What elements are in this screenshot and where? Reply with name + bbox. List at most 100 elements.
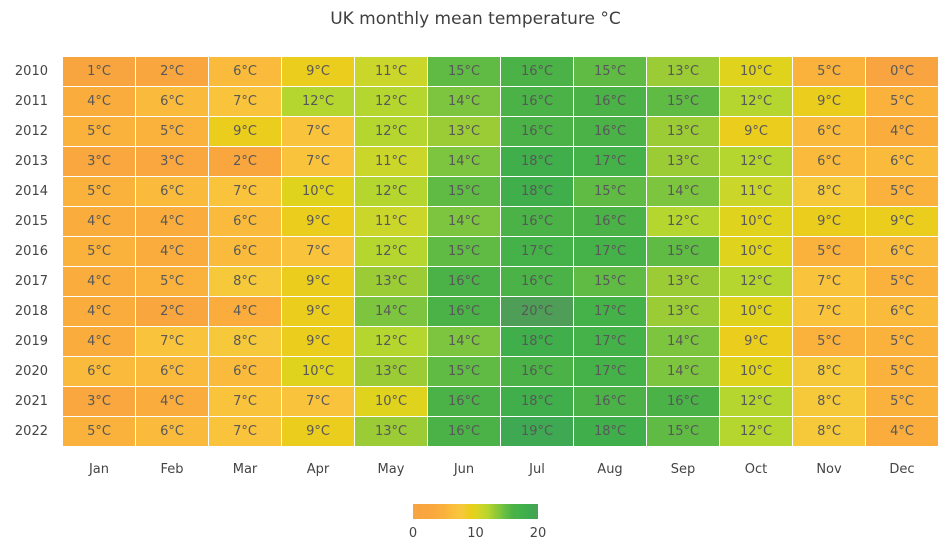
heatmap-cell[interactable]: 12°C [355, 177, 427, 206]
heatmap-cell[interactable]: 2°C [136, 297, 208, 326]
heatmap-cell[interactable]: 5°C [866, 267, 938, 296]
heatmap-cell[interactable]: 14°C [428, 147, 500, 176]
heatmap-cell[interactable]: 17°C [501, 237, 573, 266]
heatmap-cell[interactable]: 15°C [647, 417, 719, 446]
heatmap-cell[interactable]: 13°C [647, 57, 719, 86]
heatmap-cell[interactable]: 4°C [63, 87, 135, 116]
heatmap-cell[interactable]: 7°C [282, 387, 354, 416]
heatmap-cell[interactable]: 14°C [355, 297, 427, 326]
heatmap-cell[interactable]: 7°C [793, 267, 865, 296]
heatmap-cell[interactable]: 12°C [647, 207, 719, 236]
heatmap-cell[interactable]: 10°C [720, 357, 792, 386]
heatmap-cell[interactable]: 15°C [647, 237, 719, 266]
heatmap-cell[interactable]: 10°C [282, 177, 354, 206]
heatmap-cell[interactable]: 6°C [866, 147, 938, 176]
heatmap-cell[interactable]: 5°C [793, 237, 865, 266]
heatmap-cell[interactable]: 17°C [574, 327, 646, 356]
heatmap-cell[interactable]: 7°C [282, 237, 354, 266]
heatmap-cell[interactable]: 5°C [136, 117, 208, 146]
heatmap-cell[interactable]: 16°C [501, 267, 573, 296]
heatmap-cell[interactable]: 3°C [63, 147, 135, 176]
heatmap-cell[interactable]: 18°C [501, 387, 573, 416]
heatmap-cell[interactable]: 15°C [574, 267, 646, 296]
heatmap-cell[interactable]: 12°C [720, 147, 792, 176]
heatmap-cell[interactable]: 6°C [136, 417, 208, 446]
heatmap-cell[interactable]: 18°C [501, 327, 573, 356]
heatmap-cell[interactable]: 12°C [720, 267, 792, 296]
heatmap-cell[interactable]: 4°C [63, 327, 135, 356]
heatmap-cell[interactable]: 16°C [647, 387, 719, 416]
heatmap-cell[interactable]: 3°C [63, 387, 135, 416]
heatmap-cell[interactable]: 1°C [63, 57, 135, 86]
heatmap-cell[interactable]: 6°C [136, 177, 208, 206]
heatmap-cell[interactable]: 13°C [428, 117, 500, 146]
heatmap-cell[interactable]: 19°C [501, 417, 573, 446]
heatmap-cell[interactable]: 16°C [501, 357, 573, 386]
heatmap-cell[interactable]: 14°C [647, 357, 719, 386]
heatmap-cell[interactable]: 8°C [793, 417, 865, 446]
heatmap-cell[interactable]: 9°C [282, 267, 354, 296]
heatmap-cell[interactable]: 5°C [63, 237, 135, 266]
heatmap-cell[interactable]: 12°C [355, 327, 427, 356]
heatmap-cell[interactable]: 8°C [793, 387, 865, 416]
heatmap-cell[interactable]: 6°C [209, 207, 281, 236]
heatmap-cell[interactable]: 5°C [866, 177, 938, 206]
heatmap-cell[interactable]: 4°C [63, 267, 135, 296]
heatmap-cell[interactable]: 10°C [282, 357, 354, 386]
heatmap-cell[interactable]: 2°C [136, 57, 208, 86]
heatmap-cell[interactable]: 14°C [428, 87, 500, 116]
heatmap-cell[interactable]: 5°C [866, 387, 938, 416]
heatmap-cell[interactable]: 6°C [209, 357, 281, 386]
heatmap-cell[interactable]: 16°C [428, 297, 500, 326]
heatmap-cell[interactable]: 4°C [63, 297, 135, 326]
heatmap-cell[interactable]: 10°C [355, 387, 427, 416]
heatmap-cell[interactable]: 16°C [574, 87, 646, 116]
heatmap-cell[interactable]: 10°C [720, 237, 792, 266]
heatmap-cell[interactable]: 9°C [282, 297, 354, 326]
heatmap-cell[interactable]: 3°C [136, 147, 208, 176]
heatmap-cell[interactable]: 7°C [209, 417, 281, 446]
heatmap-cell[interactable]: 4°C [136, 237, 208, 266]
heatmap-cell[interactable]: 6°C [209, 237, 281, 266]
heatmap-cell[interactable]: 13°C [647, 147, 719, 176]
heatmap-cell[interactable]: 13°C [647, 297, 719, 326]
heatmap-cell[interactable]: 5°C [866, 327, 938, 356]
heatmap-cell[interactable]: 16°C [574, 387, 646, 416]
heatmap-cell[interactable]: 18°C [501, 147, 573, 176]
heatmap-cell[interactable]: 12°C [720, 87, 792, 116]
heatmap-cell[interactable]: 12°C [355, 87, 427, 116]
heatmap-cell[interactable]: 12°C [355, 117, 427, 146]
heatmap-cell[interactable]: 9°C [282, 207, 354, 236]
heatmap-cell[interactable]: 6°C [866, 297, 938, 326]
heatmap-cell[interactable]: 9°C [282, 417, 354, 446]
heatmap-cell[interactable]: 10°C [720, 207, 792, 236]
heatmap-cell[interactable]: 14°C [428, 327, 500, 356]
heatmap-cell[interactable]: 15°C [428, 177, 500, 206]
heatmap-cell[interactable]: 8°C [209, 327, 281, 356]
heatmap-cell[interactable]: 5°C [63, 117, 135, 146]
heatmap-cell[interactable]: 17°C [574, 297, 646, 326]
heatmap-cell[interactable]: 12°C [355, 237, 427, 266]
heatmap-cell[interactable]: 16°C [428, 267, 500, 296]
heatmap-cell[interactable]: 13°C [355, 417, 427, 446]
heatmap-cell[interactable]: 6°C [136, 357, 208, 386]
heatmap-cell[interactable]: 2°C [209, 147, 281, 176]
heatmap-cell[interactable]: 6°C [136, 87, 208, 116]
heatmap-cell[interactable]: 9°C [793, 207, 865, 236]
heatmap-cell[interactable]: 4°C [136, 387, 208, 416]
heatmap-cell[interactable]: 9°C [866, 207, 938, 236]
heatmap-cell[interactable]: 14°C [428, 207, 500, 236]
heatmap-cell[interactable]: 5°C [866, 87, 938, 116]
heatmap-cell[interactable]: 15°C [428, 57, 500, 86]
heatmap-cell[interactable]: 12°C [720, 387, 792, 416]
heatmap-cell[interactable]: 20°C [501, 297, 573, 326]
heatmap-cell[interactable]: 5°C [63, 177, 135, 206]
heatmap-cell[interactable]: 11°C [355, 57, 427, 86]
heatmap-cell[interactable]: 8°C [793, 357, 865, 386]
heatmap-cell[interactable]: 9°C [793, 87, 865, 116]
heatmap-cell[interactable]: 8°C [793, 177, 865, 206]
heatmap-cell[interactable]: 6°C [793, 117, 865, 146]
heatmap-cell[interactable]: 16°C [501, 57, 573, 86]
heatmap-cell[interactable]: 7°C [282, 147, 354, 176]
heatmap-cell[interactable]: 5°C [866, 357, 938, 386]
